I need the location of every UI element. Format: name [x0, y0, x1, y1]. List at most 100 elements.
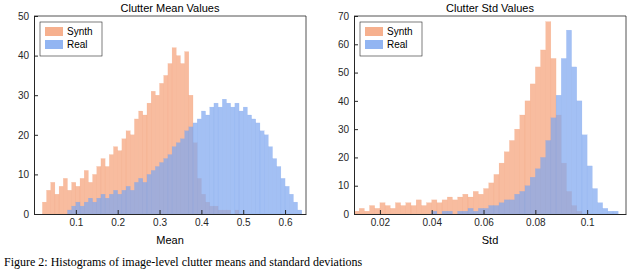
histogram-bar	[504, 200, 509, 214]
histogram-bar	[390, 208, 395, 214]
histogram-bar	[442, 211, 447, 214]
legend-label: Real	[67, 39, 88, 50]
x-axis: 0.020.040.060.080.1	[355, 210, 627, 228]
histogram-bar	[551, 58, 556, 214]
histogram-bar	[47, 190, 51, 214]
histogram-bar	[59, 214, 63, 215]
histogram-bar	[126, 186, 130, 214]
histogram-bar	[151, 170, 155, 214]
histogram-bar	[375, 214, 380, 215]
histogram-bar	[587, 166, 592, 214]
x-tick-label: 0.4	[195, 217, 209, 228]
histogram-bar	[47, 214, 51, 215]
histogram-bar	[566, 30, 571, 214]
histogram-bar	[468, 208, 473, 214]
histogram-bar	[214, 103, 218, 214]
histogram-bar	[247, 115, 251, 214]
y-tick: 30	[18, 90, 38, 101]
x-tick-mark	[201, 210, 202, 214]
histogram-bar	[364, 214, 369, 215]
histogram-bar	[67, 210, 71, 214]
frame-right	[306, 16, 307, 214]
x-tick-label: 0.02	[371, 217, 391, 228]
x-tick-label: 0.2	[111, 217, 125, 228]
panel: 0.020.040.060.080.1010203040506070Clutte…	[338, 2, 627, 246]
histogram-bar	[406, 214, 411, 215]
histogram-bar	[122, 139, 126, 214]
histogram-bar	[520, 191, 525, 214]
histogram-bar	[556, 95, 561, 214]
histogram-bar	[546, 140, 551, 214]
histogram-bar	[268, 147, 272, 214]
x-tick: 0.08	[526, 210, 546, 228]
histogram-bar	[489, 206, 494, 214]
x-tick-mark	[535, 210, 536, 214]
histogram-bar	[375, 208, 380, 214]
histogram-bar	[289, 194, 293, 214]
x-tick-label: 0.1	[581, 217, 595, 228]
x-tick: 0.1	[69, 210, 83, 228]
x-tick: 0.02	[371, 210, 391, 228]
histogram-bar	[93, 202, 97, 214]
histogram-bar	[164, 159, 168, 214]
frame-top	[34, 16, 306, 17]
x-tick-label: 0.06	[474, 217, 494, 228]
histogram-bar	[114, 190, 118, 214]
histogram-bar	[551, 118, 556, 214]
legend-swatch	[45, 27, 63, 36]
histogram-bar	[395, 214, 400, 215]
histogram-bar	[515, 129, 520, 214]
histogram-bar	[442, 200, 447, 214]
legend: SynthReal	[360, 22, 422, 56]
x-tick: 0.06	[474, 210, 494, 228]
histogram-bar	[63, 214, 67, 215]
x-tick-mark	[118, 210, 119, 214]
histogram-bar	[285, 186, 289, 214]
y-tick-mark	[34, 56, 38, 57]
histogram-bar	[370, 214, 375, 215]
histogram-bar	[499, 163, 504, 214]
histogram-bar	[168, 64, 172, 214]
histogram-bar	[416, 214, 421, 215]
histogram-bar	[598, 203, 603, 214]
histogram-bar	[463, 211, 468, 214]
y-tick-label: 0	[23, 209, 29, 220]
y-tick-label: 10	[18, 169, 30, 180]
histogram-bar	[72, 206, 76, 214]
y-tick-mark	[354, 129, 358, 130]
y-tick: 30	[338, 124, 358, 135]
histogram-bar	[88, 182, 92, 214]
histogram-bar	[608, 211, 613, 214]
histogram-bar	[463, 194, 468, 214]
y-tick-label: 10	[338, 180, 350, 191]
histogram-bar	[38, 214, 42, 215]
legend-swatch	[365, 27, 383, 36]
frame-right	[626, 16, 627, 214]
x-axis-title: Std	[482, 234, 499, 246]
histogram-bar	[416, 200, 421, 214]
histogram-bar	[222, 99, 226, 214]
histogram-bar	[139, 111, 143, 214]
legend-label: Synth	[67, 26, 93, 37]
histogram-bar	[499, 203, 504, 214]
histogram-bar	[105, 198, 109, 214]
histogram-bar	[385, 206, 390, 214]
histogram-bar	[84, 170, 88, 214]
histogram-bar	[520, 115, 525, 214]
histogram-bar	[63, 178, 67, 214]
histogram-bar	[197, 119, 201, 214]
x-axis-line	[355, 214, 627, 215]
histogram-bar	[122, 190, 126, 214]
histogram-bar	[80, 206, 84, 214]
histogram-bar	[509, 140, 514, 214]
x-tick-label: 0.5	[237, 217, 251, 228]
histogram-bar	[541, 50, 546, 214]
histogram-bar	[130, 135, 134, 214]
histogram-bar	[164, 75, 168, 214]
histogram-bar	[525, 186, 530, 214]
histogram-bar	[59, 186, 63, 214]
x-tick-label: 0.1	[69, 217, 83, 228]
histogram-bar	[264, 135, 268, 214]
y-tick: 50	[18, 11, 38, 22]
histogram-bar	[143, 115, 147, 214]
